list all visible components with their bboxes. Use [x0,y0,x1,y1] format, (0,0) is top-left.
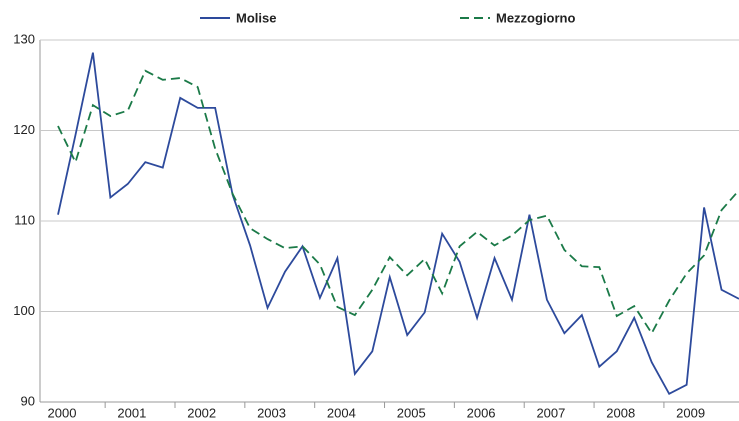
series-line [57,69,739,335]
x-tick-label: 2000 [48,405,77,420]
y-tick-label: 130 [13,31,35,46]
series-line [57,52,739,396]
x-tick-label: 2009 [676,405,705,420]
y-tick-label: 100 [13,303,35,318]
legend-label: Molise [236,10,276,25]
y-tick-label: 120 [13,122,35,137]
x-tick-label: 2001 [117,405,146,420]
y-tick-label: 110 [14,212,35,227]
y-tick-label: 90 [21,393,35,408]
x-tick-label: 2004 [327,405,356,420]
x-tick-label: 2007 [536,405,565,420]
x-tick-label: 2002 [187,405,216,420]
x-tick-label: 2008 [606,405,635,420]
legend-label: Mezzogiorno [496,10,575,25]
x-tick-label: 2003 [257,405,286,420]
x-tick-label: 2006 [467,405,496,420]
x-tick-label: 2005 [397,405,426,420]
